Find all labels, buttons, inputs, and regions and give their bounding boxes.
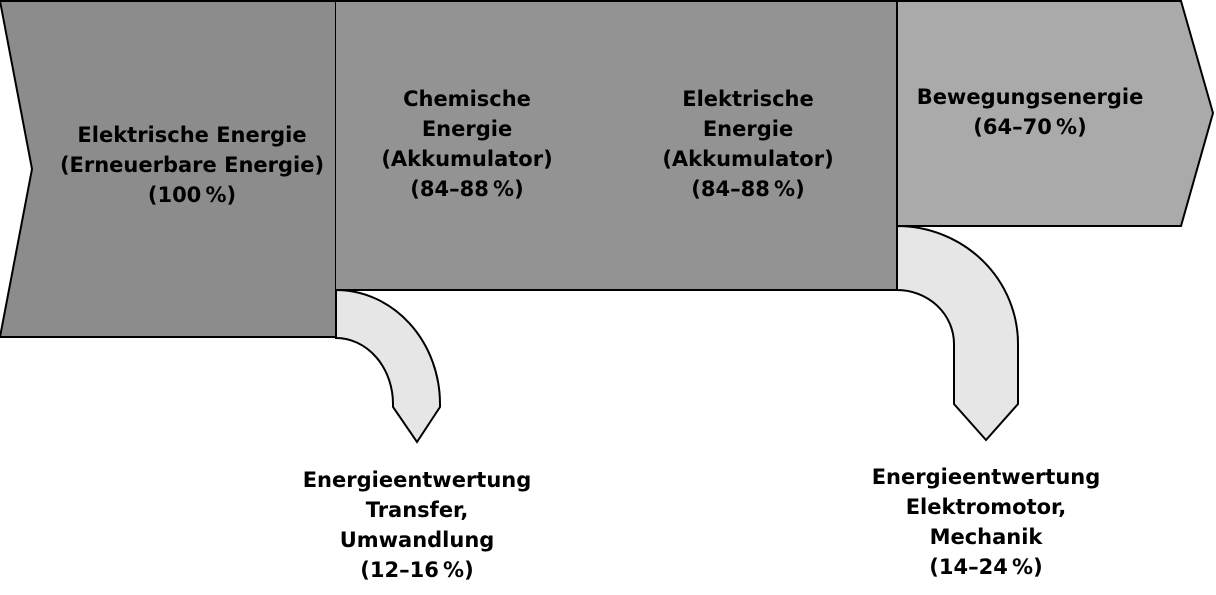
- loss-branch-elektromotor: [896, 224, 1019, 442]
- stage-label-chemische-energie: Chemische Energie (Akkumulator) (84–88 %…: [381, 87, 553, 201]
- stage-chemische-energie: [336, 1, 616, 290]
- stage-label-elektrische-energie-akku: Elektrische Energie (Akkumulator) (84–88…: [662, 87, 834, 201]
- stage-label-elektrische-energie: Elektrische Energie (Erneuerbare Energie…: [59, 123, 325, 207]
- loss-label-elektromotor: Energieentwertung Elektromotor, Mechanik…: [871, 465, 1101, 579]
- stage-elektrische-energie-input: [0, 0, 337, 338]
- loss-branch-transfer: [335, 288, 441, 444]
- stage-label-bewegungsenergie: Bewegungsenergie (64–70 %): [916, 85, 1144, 139]
- stage-body-outline: [336, 0, 897, 291]
- loss-label-transfer: Energieentwertung Transfer, Umwandlung (…: [302, 468, 532, 582]
- stage-elektrische-energie-akku: [616, 1, 897, 290]
